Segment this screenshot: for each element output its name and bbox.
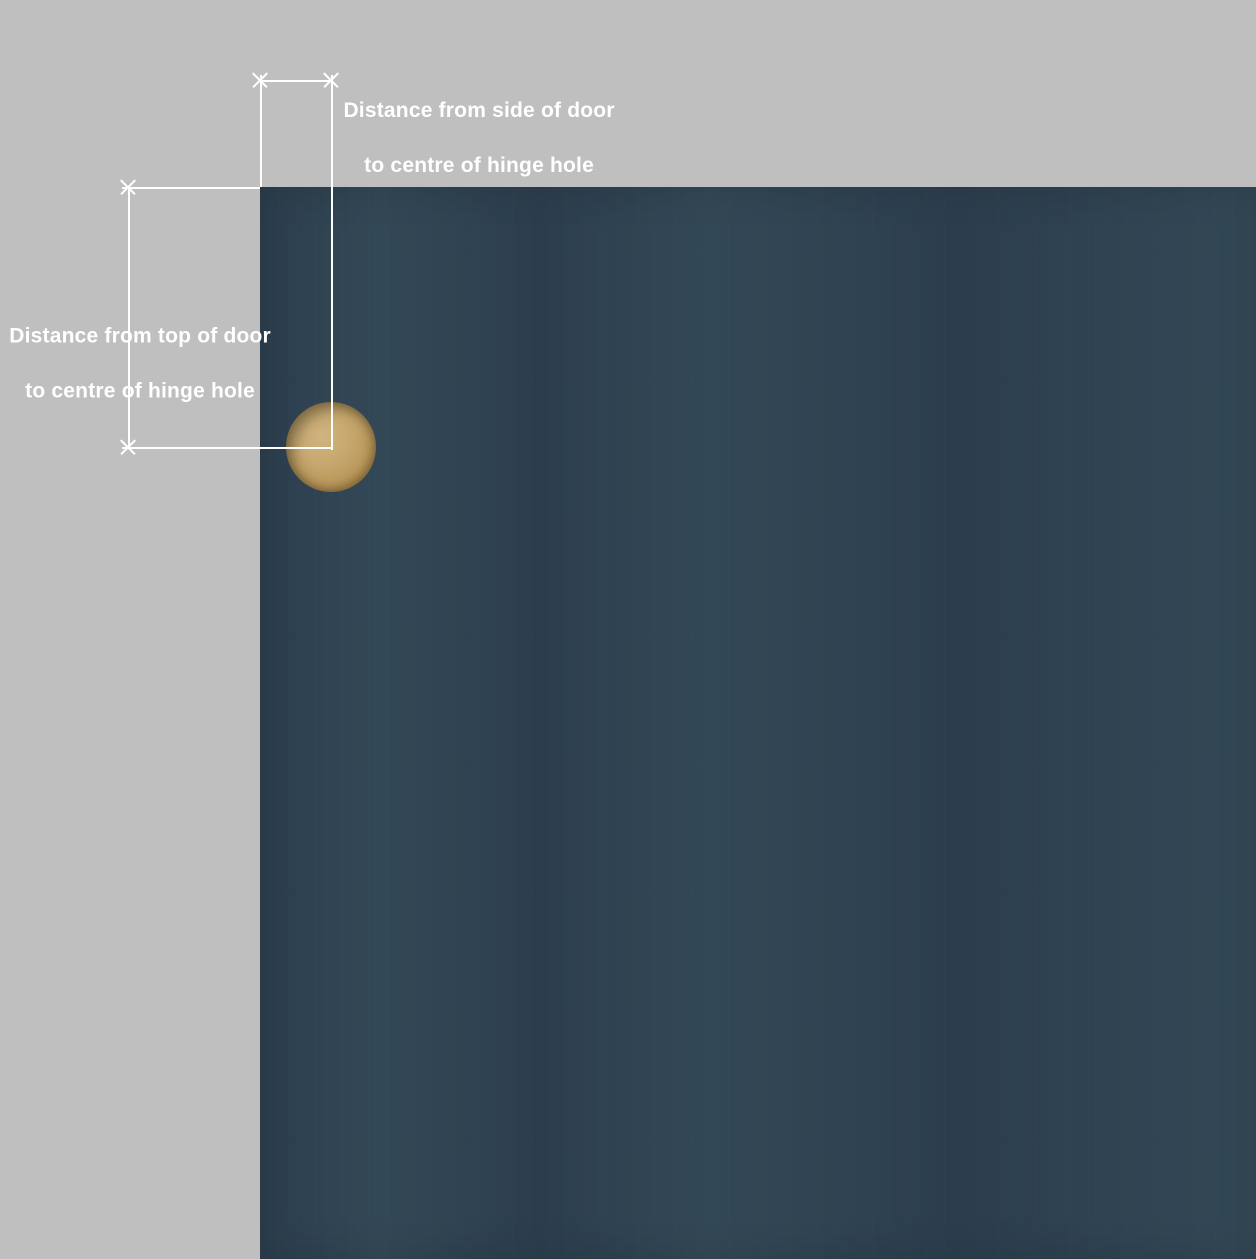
dim-top-label-line2: to centre of hinge hole	[25, 379, 255, 402]
dim-top-label: Distance from top of door to centre of h…	[0, 295, 271, 431]
dim-side-label-line2: to centre of hinge hole	[364, 154, 594, 177]
dim-top-ext-lower	[122, 447, 333, 449]
dim-side-label: Distance from side of door to centre of …	[319, 70, 614, 206]
door-panel	[260, 187, 1256, 1259]
diagram-stage: Distance from side of door to centre of …	[0, 0, 1256, 1259]
dim-side-label-line1: Distance from side of door	[343, 99, 614, 122]
dim-side-ext-left	[260, 75, 262, 187]
dim-top-ext-upper	[122, 187, 260, 189]
dim-top-label-line1: Distance from top of door	[9, 325, 271, 348]
